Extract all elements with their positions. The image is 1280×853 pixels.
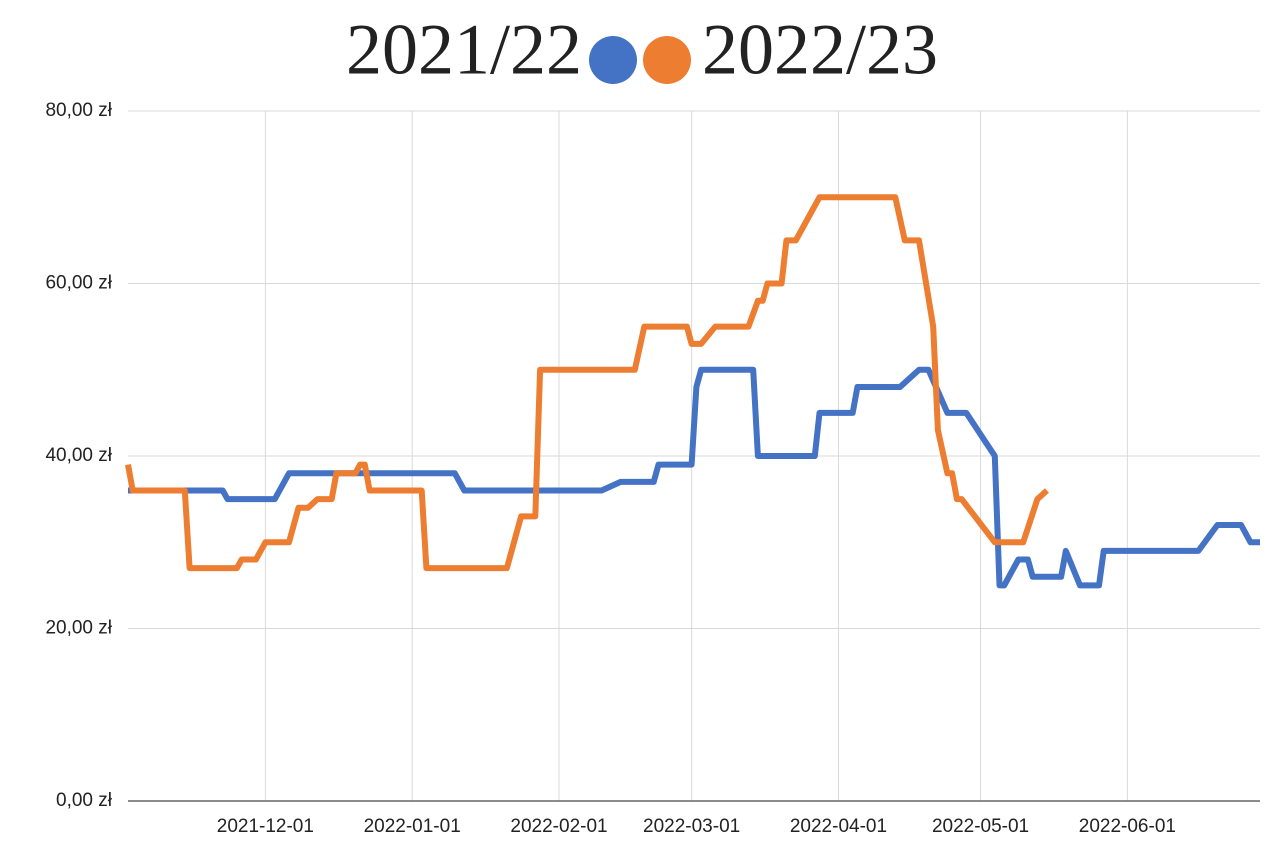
series-line <box>128 366 1260 589</box>
y-tick-label: 40,00 zł <box>45 445 112 466</box>
x-tick-label: 2022-06-01 <box>1079 816 1176 837</box>
x-tick-label: 2022-01-01 <box>364 816 461 837</box>
x-tick-label: 2022-05-01 <box>932 816 1029 837</box>
x-tick-label: 2022-03-01 <box>643 816 740 837</box>
y-tick-label: 0,00 zł <box>56 790 113 811</box>
x-tick-label: 2021-12-01 <box>217 816 314 837</box>
x-tick-label: 2022-02-01 <box>510 816 607 837</box>
x-tick-label: 2022-04-01 <box>790 816 887 837</box>
legend: 2021/22 2022/23 <box>346 10 938 90</box>
legend-marker <box>643 36 691 84</box>
series-line <box>125 194 1049 572</box>
legend-marker <box>589 36 637 84</box>
legend-label: 2022/23 <box>702 10 938 90</box>
legend-label: 2021/22 <box>346 10 582 90</box>
y-tick-label: 80,00 zł <box>45 100 112 121</box>
y-tick-label: 60,00 zł <box>45 273 112 294</box>
y-tick-label: 20,00 zł <box>45 618 112 639</box>
